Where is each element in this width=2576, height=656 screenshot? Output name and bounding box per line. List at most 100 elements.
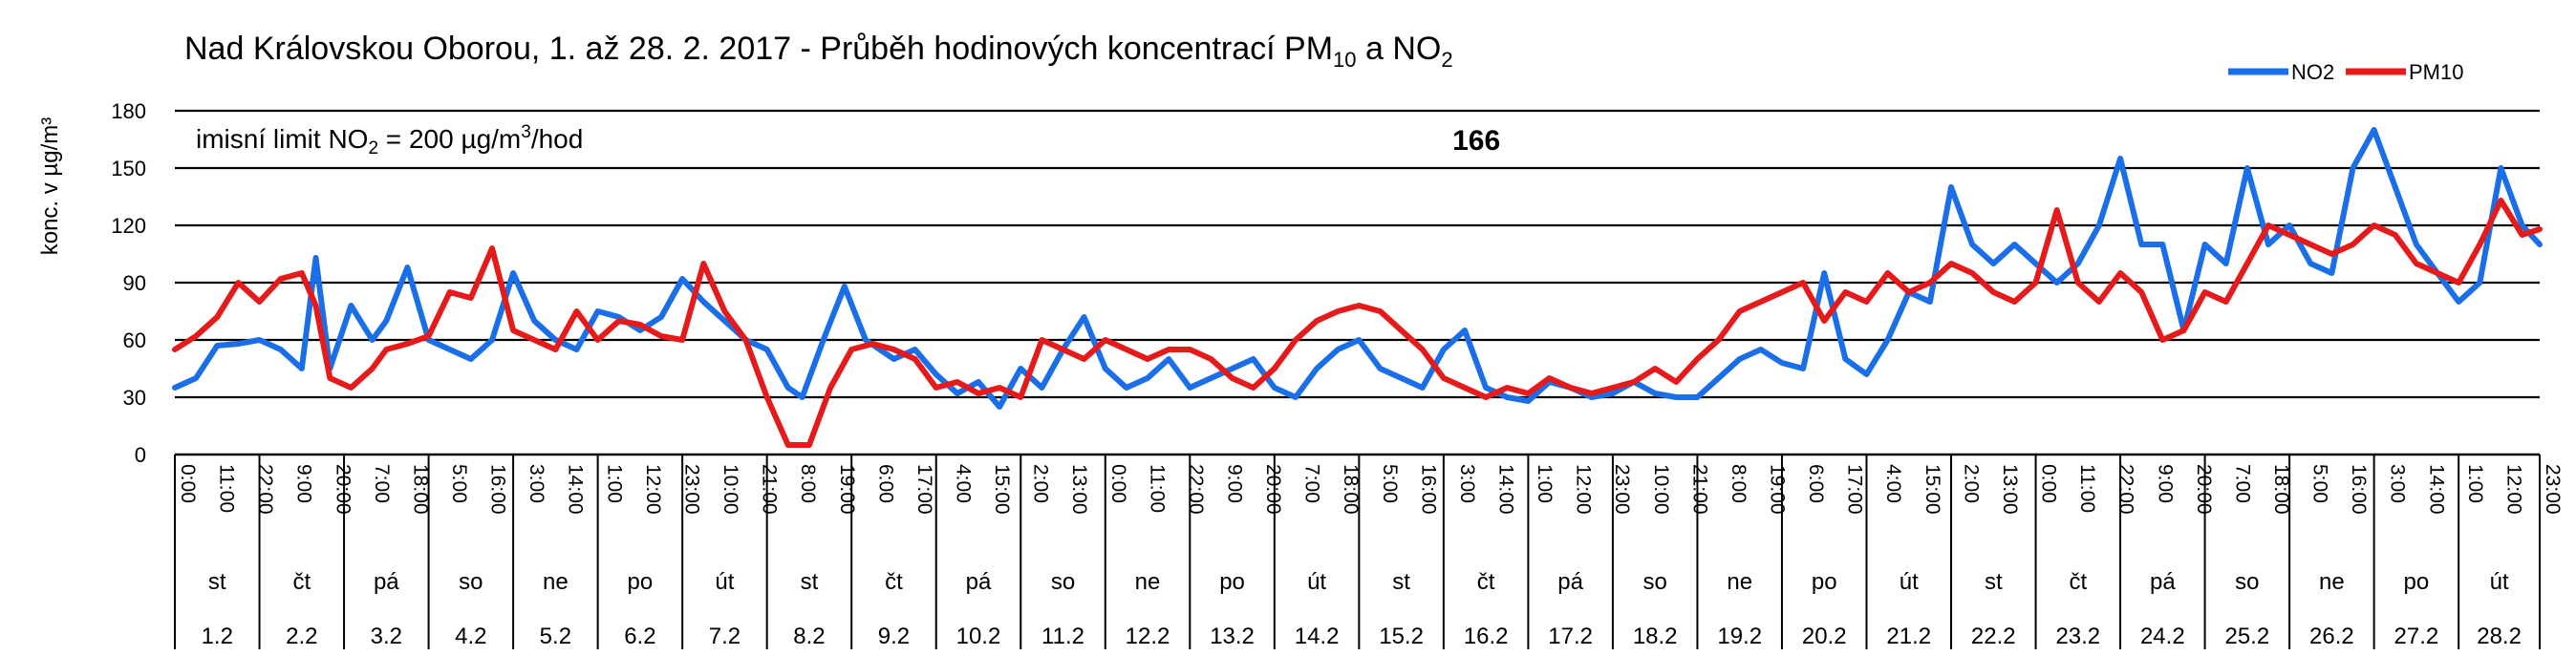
date-label: 1.2 xyxy=(202,624,233,649)
x-tick-label: 23:00 xyxy=(2542,464,2564,515)
date-label: 13.2 xyxy=(1210,624,1255,649)
date-label: 24.2 xyxy=(2140,624,2185,649)
weekday-label: ne xyxy=(543,569,569,595)
y-axis-ticks: 0 30 60 90 120 150 180 xyxy=(111,99,146,467)
weekday-label: so xyxy=(1051,569,1075,595)
date-label: 21.2 xyxy=(1886,624,1931,649)
weekday-label: čt xyxy=(885,569,903,595)
date-label: 5.2 xyxy=(540,624,571,649)
weekday-label: pá xyxy=(1557,569,1583,595)
grid-lines xyxy=(175,109,2540,456)
date-label: 9.2 xyxy=(878,624,910,649)
x-tick-label: 16:00 xyxy=(487,464,509,515)
chart-title-sub1: 10 xyxy=(1333,48,1356,72)
x-tick-label: 20:00 xyxy=(1262,464,1284,515)
y-tick-label: 30 xyxy=(123,386,146,410)
weekday-label: čt xyxy=(292,569,311,595)
x-tick-label: 20:00 xyxy=(2193,464,2215,515)
x-tick-label: 1:00 xyxy=(1534,464,1556,503)
x-tick-label: 7:00 xyxy=(1301,464,1323,503)
limit-note: imisní limit NO2 = 200 µg/m3/hod xyxy=(196,122,583,159)
x-tick-label: 3:00 xyxy=(526,464,547,503)
date-label: 18.2 xyxy=(1633,624,1678,649)
x-tick-label: 4:00 xyxy=(953,464,975,503)
date-label: 14.2 xyxy=(1295,624,1340,649)
x-tick-label: 17:00 xyxy=(1844,464,1866,515)
weekday-label: so xyxy=(2235,569,2259,595)
x-tick-label: 22:00 xyxy=(1185,464,1207,515)
x-tick-label: 14:00 xyxy=(1495,464,1517,515)
weekday-label: so xyxy=(459,569,483,595)
x-tick-label: 23:00 xyxy=(681,464,703,515)
limit-note-suffix: /hod xyxy=(531,124,584,154)
x-tick-label: 22:00 xyxy=(2115,464,2137,515)
x-tick-label: 16:00 xyxy=(2348,464,2370,515)
weekday-label: ne xyxy=(1727,569,1752,595)
chart-title-sub2: 2 xyxy=(1441,48,1452,72)
weekday-label: út xyxy=(1900,569,1919,595)
x-tick-label: 10:00 xyxy=(719,464,741,515)
x-tick-label: 4:00 xyxy=(1882,464,1904,503)
weekday-label: út xyxy=(1307,569,1326,595)
date-label: 28.2 xyxy=(2477,624,2522,649)
x-tick-label: 13:00 xyxy=(1068,464,1090,515)
y-tick-label: 120 xyxy=(111,214,146,238)
series-lines xyxy=(172,127,2543,448)
x-tick-label: 9:00 xyxy=(1224,464,1246,503)
x-tick-label: 18:00 xyxy=(2270,464,2292,515)
x-tick-label: 7:00 xyxy=(2231,464,2253,503)
x-tick-label: 3:00 xyxy=(1456,464,1478,503)
weekday-label: po xyxy=(1812,569,1837,595)
x-tick-label: 12:00 xyxy=(2502,464,2524,515)
date-label: 15.2 xyxy=(1379,624,1424,649)
limit-note-prefix: imisní limit NO xyxy=(196,124,368,154)
date-label: 10.2 xyxy=(956,624,1001,649)
date-label: 12.2 xyxy=(1126,624,1170,649)
x-tick-label: 21:00 xyxy=(759,464,781,515)
x-tick-label: 11:00 xyxy=(216,464,238,513)
date-label: 27.2 xyxy=(2394,624,2439,649)
weekday-label: st xyxy=(801,569,819,595)
x-tick-label: 0:00 xyxy=(2038,464,2060,503)
x-tick-label: 19:00 xyxy=(836,464,858,515)
x-tick-label: 18:00 xyxy=(1340,464,1362,515)
chart-title-mid: a NO xyxy=(1357,31,1442,67)
x-tick-label: 1:00 xyxy=(2464,464,2486,503)
date-label: 23.2 xyxy=(2055,624,2100,649)
x-tick-label: 5:00 xyxy=(1379,464,1401,503)
weekday-label: ne xyxy=(2319,569,2345,595)
weekday-label: ne xyxy=(1135,569,1161,595)
date-label: 26.2 xyxy=(2309,624,2354,649)
x-axis: 0:00 11:00 22:00 9:00 20:00 7:00 18:00 5:00 16:0… xyxy=(174,453,2564,649)
weekday-label: pá xyxy=(374,569,399,595)
x-tick-label: 23:00 xyxy=(1611,464,1633,515)
limit-note-sub: 2 xyxy=(368,138,378,159)
date-label: 3.2 xyxy=(371,624,402,649)
x-tick-label: 5:00 xyxy=(448,464,470,503)
x-tick-label: 5:00 xyxy=(2309,464,2331,503)
x-tick-label: 15:00 xyxy=(1921,464,1943,515)
x-tick-label: 16:00 xyxy=(1417,464,1439,515)
series-line-pm10 xyxy=(172,198,2543,448)
x-tick-label: 7:00 xyxy=(371,464,393,503)
limit-note-mid: = 200 µg/m xyxy=(378,124,521,154)
y-tick-label: 150 xyxy=(111,157,146,180)
weekday-label: út xyxy=(2490,569,2509,595)
x-tick-label: 6:00 xyxy=(874,464,896,503)
peak-annotation: 166 xyxy=(1452,125,1500,157)
x-tick-label: 15:00 xyxy=(991,464,1013,515)
x-tick-label: 0:00 xyxy=(177,464,199,503)
weekday-label: pá xyxy=(2150,569,2176,595)
weekday-label: so xyxy=(1643,569,1667,595)
x-tick-label: 2:00 xyxy=(1960,464,1982,503)
weekday-label: st xyxy=(1392,569,1410,595)
x-tick-label: 14:00 xyxy=(2425,464,2447,515)
date-label: 8.2 xyxy=(793,624,825,649)
x-tick-label: 18:00 xyxy=(409,464,431,515)
x-tick-label: 12:00 xyxy=(642,464,664,515)
chart-title: Nad Královskou Oborou, 1. až 28. 2. 2017… xyxy=(184,31,1453,72)
y-axis-label: konc. v µg/m³ xyxy=(37,117,63,256)
weekday-label: čt xyxy=(2069,569,2087,595)
legend-no2-label: NO2 xyxy=(2291,60,2334,84)
